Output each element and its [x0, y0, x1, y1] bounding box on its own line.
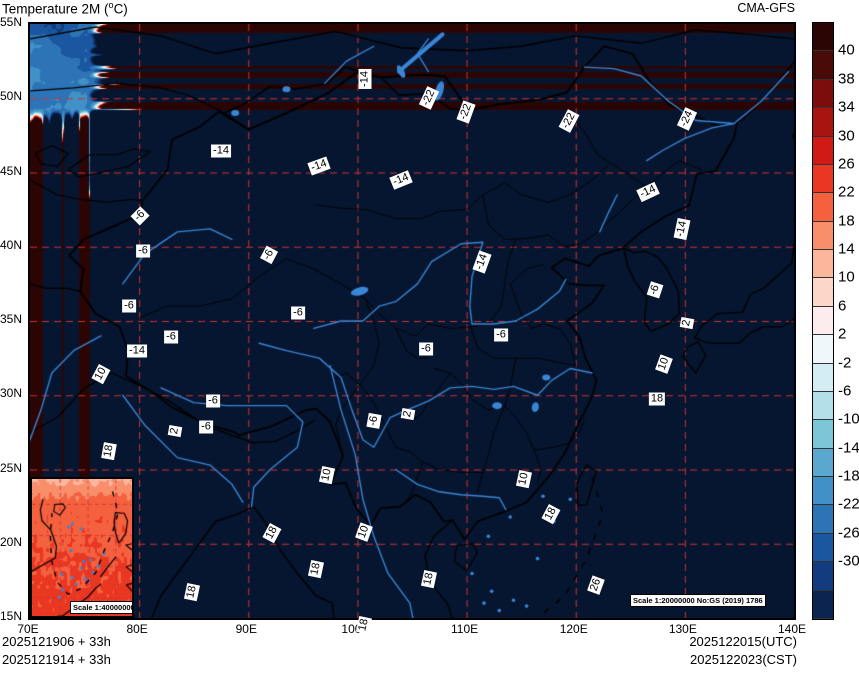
colorbar-segment	[813, 221, 833, 250]
map-scale-label: Scale 1:20000000 No:GS (2019) 1786	[630, 594, 766, 607]
run-time-utc: 2025121906 + 33h	[2, 634, 111, 649]
model-label: CMA-GFS	[737, 1, 795, 15]
colorbar-segment	[813, 562, 833, 591]
colorbar-segment	[813, 477, 833, 506]
latitude-tick-label: 45N	[0, 163, 23, 178]
longitude-tick-label: 140E	[777, 622, 807, 636]
latitude-tick-label: 50N	[0, 89, 23, 104]
run-time-cst: 2025121914 + 33h	[2, 652, 111, 667]
contour-value-label: -6	[366, 413, 382, 429]
colorbar-tick-label: -22	[838, 495, 859, 513]
page-title: Temperature 2M (oC)	[2, 0, 128, 17]
colorbar-tick-label: -18	[838, 467, 859, 485]
valid-time-utc: 2025122015(UTC)	[689, 634, 797, 649]
temperature-colorbar[interactable]	[812, 22, 834, 620]
contour-value-label: 2	[167, 424, 183, 438]
longitude-tick-label: 90E	[235, 622, 257, 636]
south-china-sea-inset[interactable]: Scale 1:40000000	[30, 477, 134, 618]
colorbar-segment	[813, 391, 833, 421]
longitude-tick-label: 120E	[559, 622, 588, 636]
colorbar-tick-label: 22	[838, 183, 855, 201]
latitude-tick-label: 30N	[0, 386, 23, 401]
contour-value-label: 2	[679, 316, 695, 330]
longitude-tick-label: 80E	[126, 622, 148, 636]
colorbar-segment	[813, 193, 833, 222]
contour-value-label: 18	[648, 392, 666, 406]
colorbar-segment	[813, 250, 833, 279]
colorbar-segment	[813, 306, 833, 336]
contour-value-label: -6	[206, 394, 220, 408]
colorbar-tick-label: 38	[838, 70, 855, 88]
colorbar-tick-label: 6	[838, 297, 847, 315]
latitude-tick-label: 40N	[0, 237, 23, 252]
colorbar-segment	[813, 363, 833, 392]
colorbar-segment	[813, 448, 833, 477]
colorbar-tick-label: 26	[838, 155, 855, 173]
contour-value-label: -6	[199, 420, 213, 434]
longitude-tick-label: 130E	[668, 622, 697, 636]
colorbar-segment	[813, 136, 833, 165]
latitude-tick-label: 25N	[0, 460, 23, 475]
contour-value-label: 18	[355, 615, 373, 635]
colorbar-segment	[813, 79, 833, 109]
colorbar-segment	[813, 505, 833, 534]
contour-value-label: -14	[358, 69, 372, 89]
colorbar-tick-label: 10	[838, 268, 855, 286]
inset-field-canvas	[32, 479, 132, 616]
colorbar-tick-label: -6	[838, 382, 852, 400]
colorbar-segment	[813, 164, 833, 194]
latitude-tick-label: 20N	[0, 534, 23, 549]
colorbar-tick-label: 18	[838, 212, 855, 230]
contour-value-label: 18	[101, 441, 117, 461]
colorbar-tick-label: 40	[838, 41, 855, 59]
colorbar-segment	[813, 278, 833, 307]
colorbar-segment	[813, 590, 833, 619]
colorbar-tick-label: 34	[838, 98, 855, 116]
colorbar-tick-label: -2	[838, 354, 852, 372]
colorbar-tick-label: 14	[838, 240, 855, 258]
inset-scale-label: Scale 1:40000000	[70, 601, 132, 614]
longitude-tick-label: 110E	[450, 622, 479, 636]
colorbar-tick-label: -26	[838, 524, 859, 542]
contour-value-label: -6	[419, 342, 433, 356]
latitude-tick-label: 35N	[0, 312, 23, 326]
colorbar-segment	[813, 335, 833, 364]
contour-value-label: -14	[127, 344, 147, 358]
map-header: Temperature 2M (oC) CMA-GFS	[0, 0, 859, 18]
contour-value-label: -6	[164, 330, 178, 344]
colorbar-segment	[813, 23, 833, 52]
colorbar-tick-label: -30	[838, 552, 859, 570]
valid-time-cst: 2025122023(CST)	[690, 652, 797, 667]
longitude-tick-label: 70E	[17, 622, 39, 636]
contour-value-label: -6	[291, 306, 305, 320]
latitude-tick-label: 15N	[0, 609, 23, 623]
colorbar-segment	[813, 51, 833, 80]
colorbar-tick-label: 30	[838, 127, 855, 145]
colorbar-tick-label: 2	[838, 325, 847, 343]
contour-value-label: 2	[400, 407, 416, 421]
contour-value-label: -14	[211, 144, 231, 158]
temperature-field-canvas	[30, 24, 794, 618]
colorbar-segment	[813, 420, 833, 449]
contour-value-label: -6	[122, 299, 136, 313]
latitude-tick-label: 55N	[0, 15, 23, 29]
colorbar-tick-label: -14	[838, 439, 859, 457]
map-plot-area[interactable]: Scale 1:20000000 No:GS (2019) 1786	[28, 22, 796, 620]
contour-value-label: -6	[494, 328, 508, 342]
colorbar-segment	[813, 533, 833, 563]
colorbar-segment	[813, 108, 833, 137]
contour-value-label: -6	[136, 244, 150, 258]
colorbar-tick-label: -10	[838, 410, 859, 428]
